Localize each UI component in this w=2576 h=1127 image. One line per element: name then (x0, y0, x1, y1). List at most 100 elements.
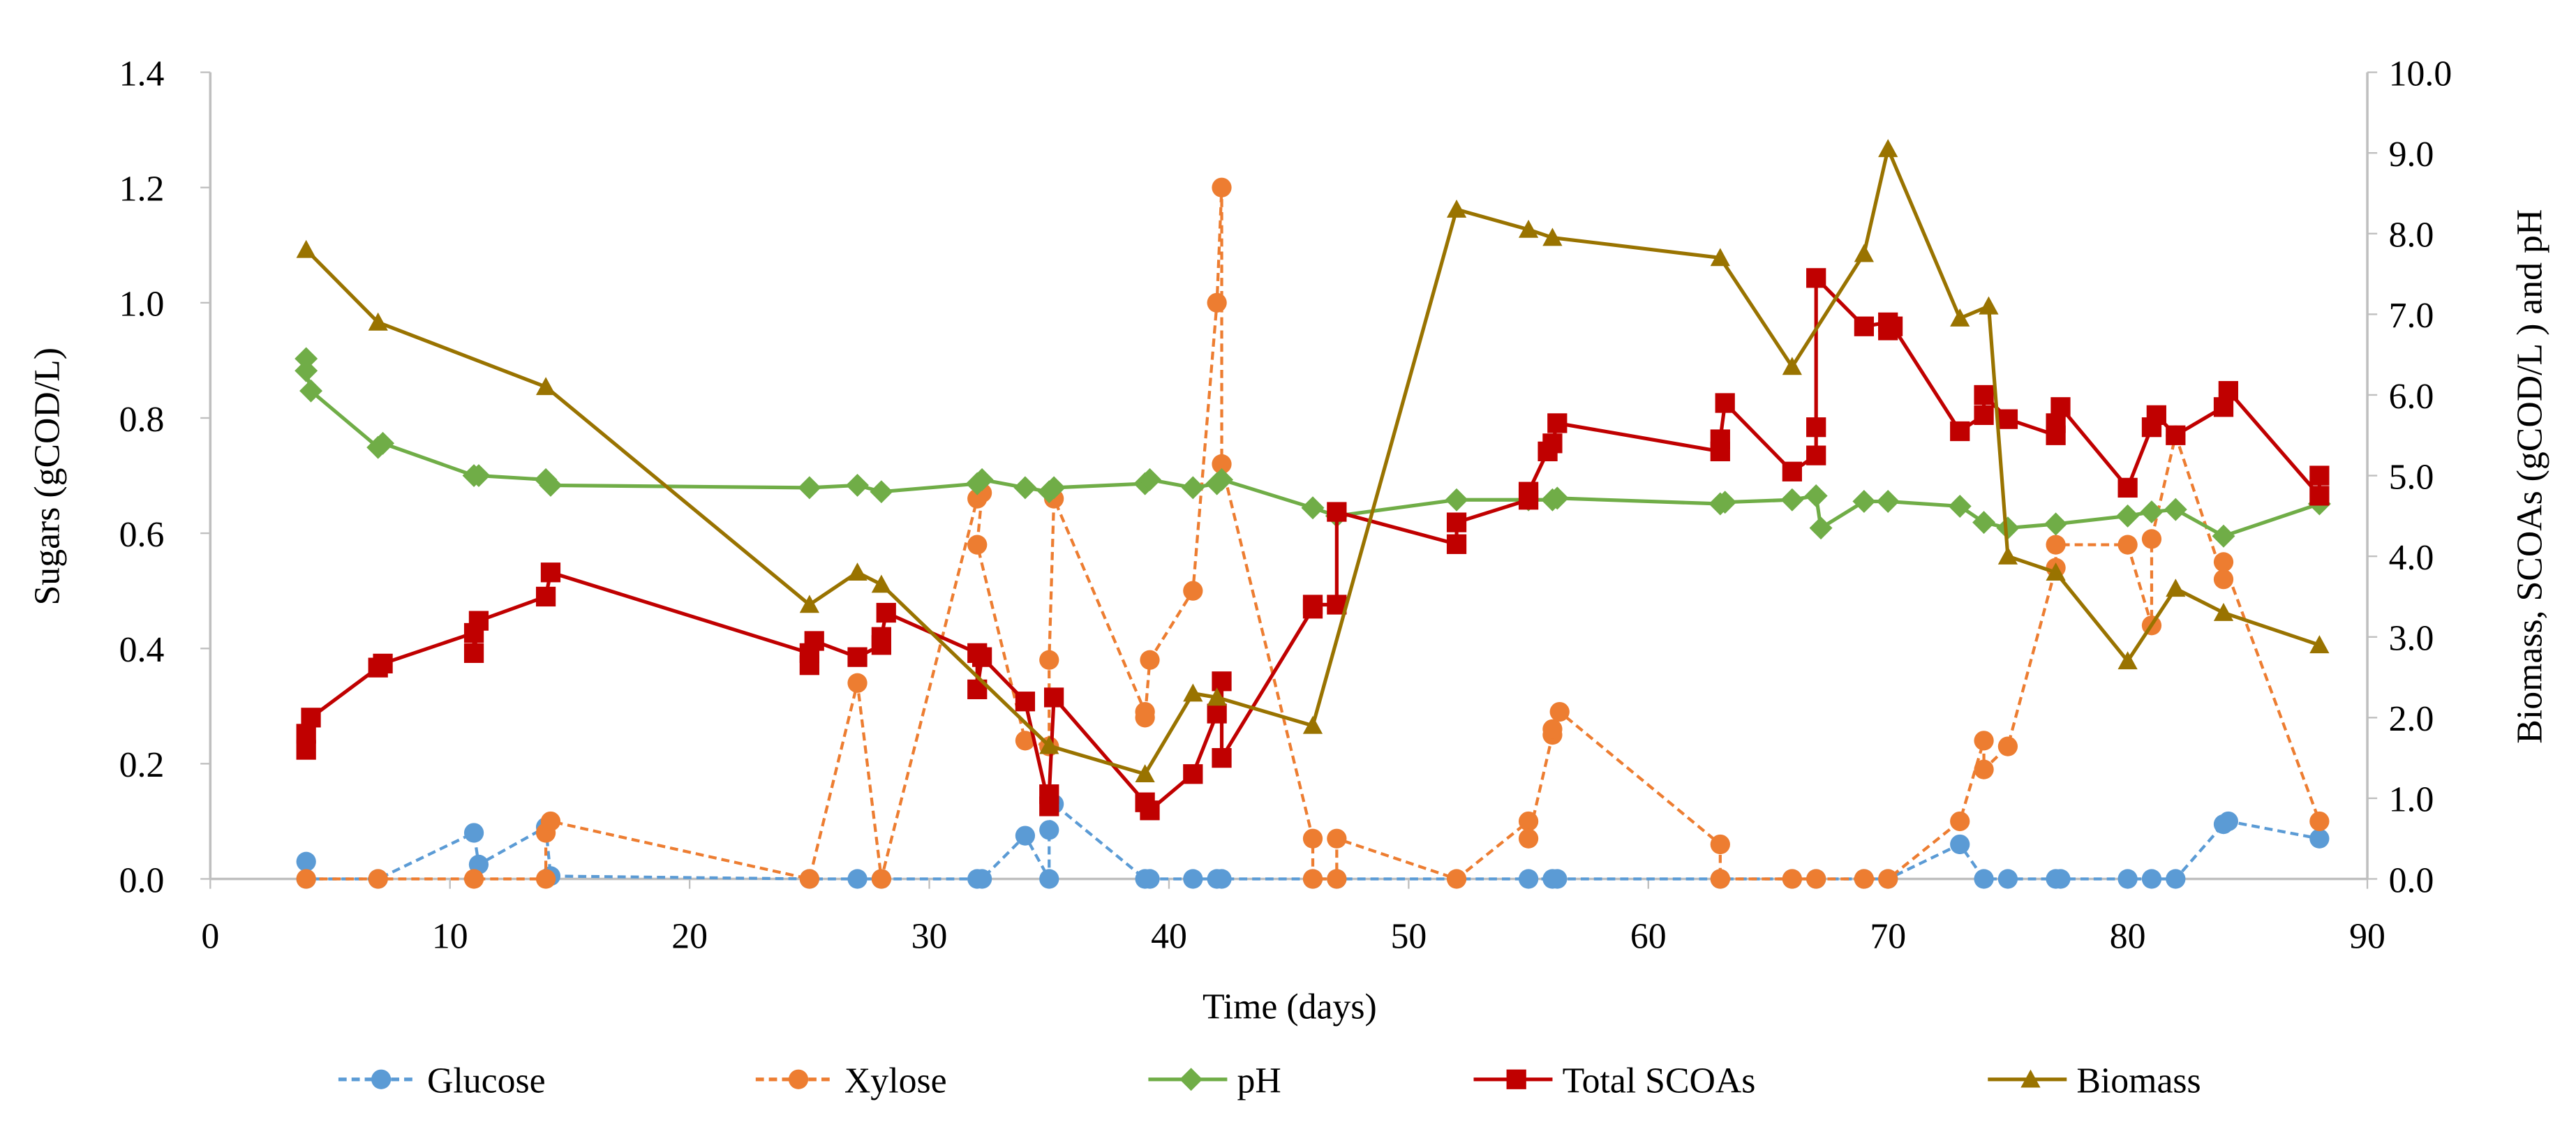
total-scoas-point (1183, 764, 1203, 784)
series-total-scoas (296, 268, 2330, 821)
total-scoas-point (1044, 687, 1064, 708)
legend-item-total-scoas: Total SCOAs (1473, 1061, 1755, 1101)
ph-point (870, 480, 893, 504)
total-scoas-point (2309, 486, 2330, 506)
total-scoas-point (1015, 692, 1036, 712)
ph-point (1948, 494, 1972, 518)
biomass-point (2117, 651, 2138, 670)
left-y-tick-label: 1.0 (119, 285, 165, 324)
total-scoas-point (1974, 405, 1994, 425)
xylose-point (1710, 834, 1730, 855)
x-tick-label: 40 (1151, 916, 1187, 956)
ph-point (1301, 496, 1325, 520)
left-y-tick-label: 0.8 (119, 400, 165, 440)
xylose-point (799, 869, 819, 889)
xylose-point (1207, 292, 1227, 313)
glucose-point (1974, 869, 1994, 889)
glucose-point (1518, 869, 1539, 889)
biomass-point (1854, 244, 1874, 262)
right-y-tick-label: 5.0 (2389, 457, 2434, 497)
ph-point (2164, 498, 2187, 521)
legend-marker (1506, 1069, 1526, 1089)
xylose-point (871, 869, 891, 889)
total-scoas-point (1547, 413, 1568, 433)
glucose-point (1212, 869, 1232, 889)
glucose-point (1997, 869, 2018, 889)
ph-point (1996, 516, 2020, 540)
legend: Glucose Xylose pH Total SCOAs Biomass (338, 1061, 2201, 1101)
biomass-point (1446, 199, 1467, 218)
xylose-point (1974, 731, 1994, 751)
total-scoas-point (2218, 381, 2238, 401)
xylose-line (306, 187, 2321, 881)
total-scoas-point (1854, 316, 1874, 336)
total-scoas-point (2166, 425, 2186, 445)
xylose-point (1518, 828, 1539, 849)
ph-point (1852, 490, 1876, 514)
xylose-point (1039, 650, 1059, 670)
xylose-point (2141, 529, 2162, 549)
biomass-point (1997, 546, 2018, 565)
right-y-tick-label: 7.0 (2389, 296, 2434, 336)
left-y-tick-label: 0.4 (119, 630, 165, 670)
xylose-point (1974, 759, 1994, 779)
ph-point (371, 431, 395, 455)
ph-point (1138, 468, 1161, 491)
xylose-point (2309, 811, 2330, 832)
glucose-point (971, 869, 992, 889)
total-scoas-point (1140, 800, 1160, 821)
left-y-tick-label: 0.2 (119, 745, 165, 785)
ph-point (295, 359, 318, 382)
left-y-tick-label: 1.4 (119, 54, 165, 94)
biomass-point (2046, 562, 2066, 581)
x-axis-title: Time (days) (1203, 987, 1377, 1027)
xylose-point (1854, 869, 1874, 889)
glucose-point (1039, 820, 1059, 840)
biomass-point (1710, 248, 1730, 267)
biomass-point (296, 239, 316, 258)
total-scoas-point (2117, 477, 2138, 498)
total-scoas-point (1446, 512, 1467, 532)
ph-point (295, 347, 318, 371)
ph-point (1804, 484, 1828, 507)
xylose-point (847, 673, 868, 693)
legend-label: pH (1237, 1061, 1281, 1101)
legend-label: Total SCOAs (1563, 1061, 1756, 1101)
x-tick-label: 30 (911, 916, 948, 956)
ph-point (1445, 488, 1468, 512)
total-scoas-point (847, 647, 868, 667)
total-scoas-point (1715, 393, 1735, 413)
x-tick-label: 60 (1630, 916, 1667, 956)
xylose-point (463, 869, 484, 889)
total-scoas-point (1212, 671, 1232, 692)
total-scoas-point (1207, 703, 1227, 724)
series-ph (295, 347, 2331, 548)
biomass-point (799, 595, 819, 613)
ph-point (1181, 476, 1205, 500)
xylose-point (1183, 581, 1203, 601)
glucose-point (463, 823, 484, 843)
xylose-point (1997, 736, 2018, 756)
right-y-tick-label: 4.0 (2389, 538, 2434, 578)
total-scoas-point (1974, 385, 1994, 405)
total-scoas-point (1806, 268, 1826, 288)
ph-point (970, 468, 994, 491)
total-scoas-point (1710, 429, 1730, 449)
biomass-point (2213, 602, 2234, 621)
total-scoas-point (468, 611, 489, 631)
total-scoas-point (1806, 417, 1826, 438)
xylose-point (2213, 569, 2234, 590)
ph-point (2212, 524, 2235, 548)
xylose-point (1302, 828, 1323, 849)
glucose-point (296, 851, 316, 872)
x-tick-label: 10 (432, 916, 468, 956)
glucose-point (2166, 869, 2186, 889)
xylose-point (296, 869, 316, 889)
legend-item-xylose: Xylose (755, 1061, 947, 1101)
x-tick-label: 90 (2349, 916, 2385, 956)
glucose-point (847, 869, 868, 889)
legend-marker (1179, 1068, 1203, 1091)
legend-marker (371, 1069, 392, 1089)
xylose-point (1446, 869, 1467, 889)
